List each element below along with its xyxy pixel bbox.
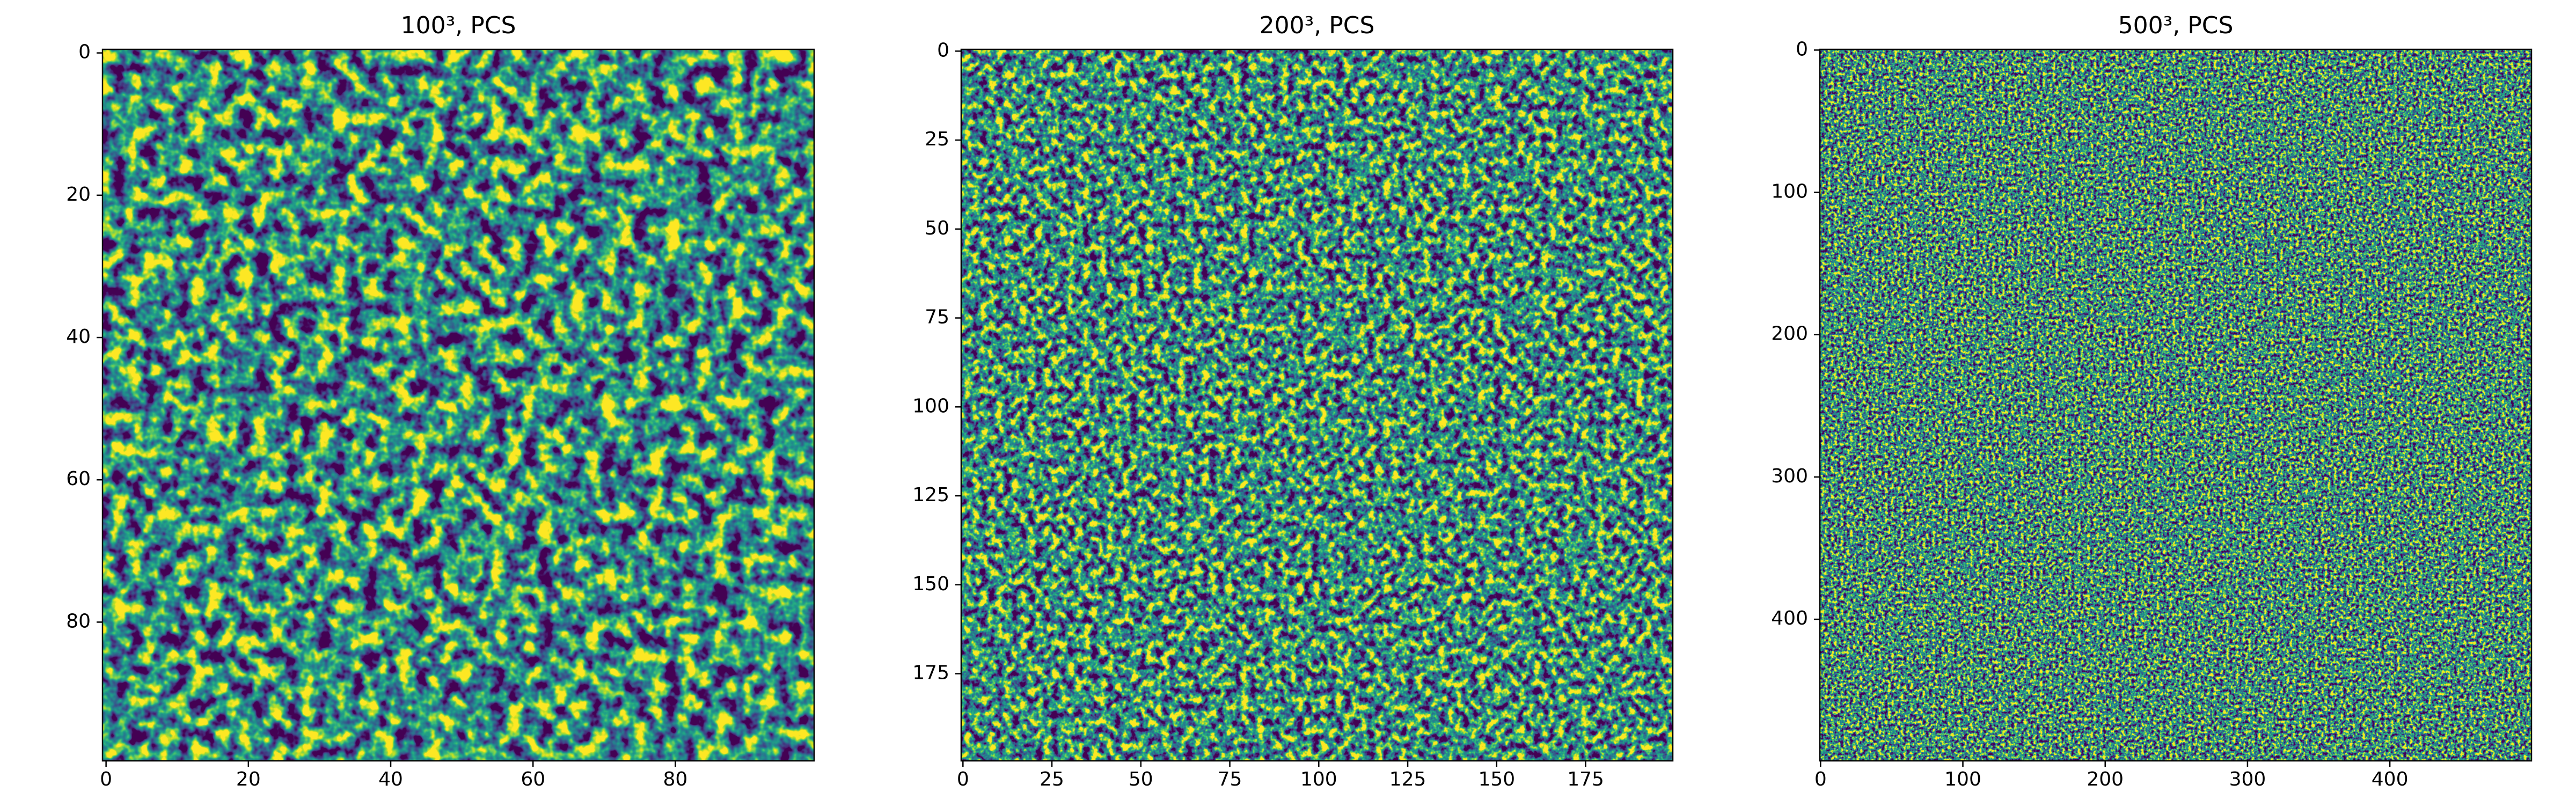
panel-title: 200³, PCS — [1260, 12, 1375, 39]
x-tick-label: 150 — [1478, 768, 1515, 790]
x-tick-label: 0 — [957, 768, 969, 790]
y-tick-label: 125 — [912, 484, 949, 506]
x-tick-label: 175 — [1567, 768, 1604, 790]
y-tick-label: 50 — [925, 217, 949, 239]
x-tick-label: 300 — [2229, 768, 2266, 790]
y-tick-label: 400 — [1771, 607, 1808, 629]
y-tick-label: 200 — [1771, 323, 1808, 345]
y-tick-label: 0 — [1796, 38, 1808, 60]
y-tick-label: 100 — [912, 395, 949, 417]
y-tick-label: 0 — [937, 39, 949, 61]
x-tick-label: 50 — [1129, 768, 1153, 790]
x-tick-label: 125 — [1389, 768, 1426, 790]
heatmap-image — [1820, 49, 2531, 761]
y-tick-label: 75 — [925, 306, 949, 328]
x-tick-label: 20 — [236, 768, 261, 790]
x-tick-label: 0 — [1814, 768, 1827, 790]
axes-frame — [960, 48, 1674, 762]
x-tick-label: 100 — [1944, 768, 1981, 790]
axes-frame — [1819, 48, 2533, 762]
y-tick-label: 40 — [66, 326, 91, 348]
x-tick-label: 40 — [378, 768, 403, 790]
x-tick-label: 200 — [2087, 768, 2124, 790]
y-tick-label: 80 — [66, 610, 91, 632]
y-tick-label: 150 — [912, 573, 949, 595]
y-tick-label: 300 — [1771, 465, 1808, 487]
x-tick-label: 400 — [2372, 768, 2409, 790]
y-tick-label: 0 — [78, 41, 91, 63]
x-tick-label: 80 — [663, 768, 688, 790]
y-tick-label: 20 — [66, 184, 91, 206]
y-tick-label: 60 — [66, 468, 91, 490]
x-tick-label: 0 — [100, 768, 112, 790]
axes-frame — [101, 48, 815, 762]
heatmap-image — [961, 49, 1673, 761]
y-tick-label: 25 — [925, 128, 949, 150]
x-tick-label: 75 — [1218, 768, 1242, 790]
panel-title: 500³, PCS — [2118, 12, 2234, 39]
y-tick-label: 100 — [1771, 181, 1808, 203]
x-tick-label: 100 — [1300, 768, 1337, 790]
panel-title: 100³, PCS — [401, 12, 516, 39]
x-tick-label: 60 — [521, 768, 545, 790]
y-tick-label: 175 — [912, 662, 949, 684]
heatmap-image — [103, 49, 814, 761]
x-tick-label: 25 — [1040, 768, 1064, 790]
